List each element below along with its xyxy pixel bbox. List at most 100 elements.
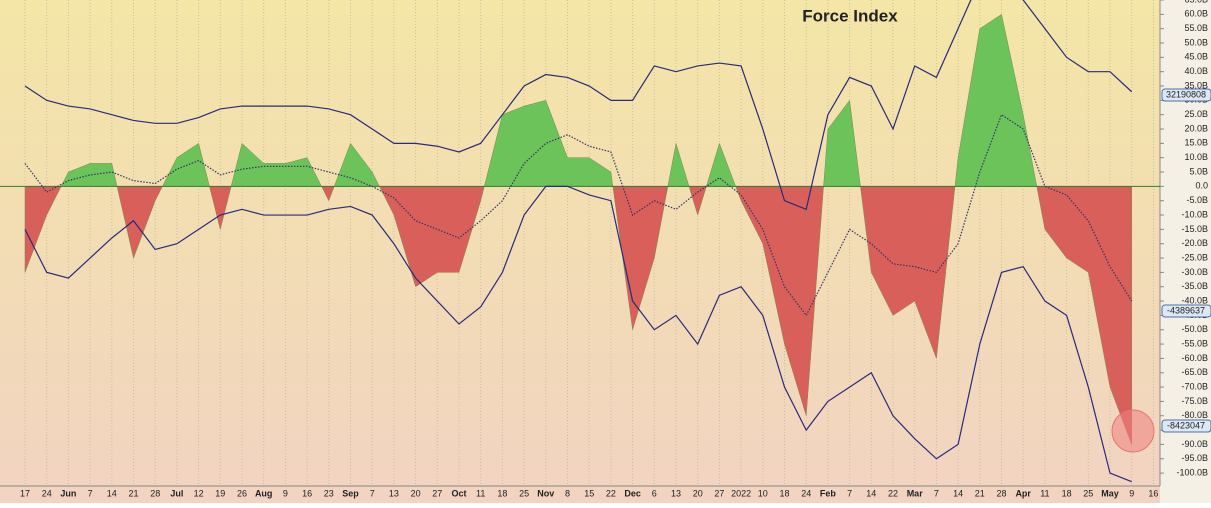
y-tick-label: -70.0B xyxy=(1181,381,1208,391)
x-tick-label: Sep xyxy=(342,488,359,498)
x-tick-label: Jul xyxy=(170,488,183,498)
y-tick-label: -25.0B xyxy=(1181,252,1208,262)
y-tick-label: -5.0B xyxy=(1186,195,1208,205)
marks xyxy=(0,0,1160,483)
x-tick-label: 24 xyxy=(801,488,811,498)
labels: 65.0B60.0B55.0B50.0B45.0B40.0B35.0B30.0B… xyxy=(20,0,1211,498)
axis-panel xyxy=(1160,0,1211,503)
x-tick-label: 13 xyxy=(389,488,399,498)
y-tick-label: 0.0 xyxy=(1195,181,1208,191)
x-tick-label: 12 xyxy=(194,488,204,498)
x-tick-label: 16 xyxy=(302,488,312,498)
y-tick-label: 35.0B xyxy=(1184,80,1208,90)
y-tick-label: -10.0B xyxy=(1181,209,1208,219)
x-tick-label: Apr xyxy=(1015,488,1031,498)
y-tick-label: -35.0B xyxy=(1181,281,1208,291)
x-tick-label: 11 xyxy=(1040,488,1049,498)
x-tick-label: 19 xyxy=(215,488,225,498)
value-box xyxy=(1161,419,1211,433)
y-tick-label: 55.0B xyxy=(1184,23,1208,33)
x-tick-label: 7 xyxy=(370,488,375,498)
y-tick-label: -30.0B xyxy=(1181,267,1208,277)
x-tick-label: 9 xyxy=(283,488,288,498)
y-tick-label: -80.0B xyxy=(1181,410,1208,420)
x-tick-label: Nov xyxy=(537,488,554,498)
y-tick-label: -90.0B xyxy=(1181,439,1208,449)
x-tick-label: 18 xyxy=(1062,488,1072,498)
value-label: -4389637 xyxy=(1167,305,1205,315)
x-tick-label: 20 xyxy=(411,488,421,498)
x-tick-label: 18 xyxy=(779,488,789,498)
highlight-circle xyxy=(1111,409,1155,453)
y-tick-label: -15.0B xyxy=(1181,224,1208,234)
x-tick-label: 23 xyxy=(324,488,334,498)
y-tick-label: -50.0B xyxy=(1181,324,1208,334)
x-tick-label: 21 xyxy=(975,488,985,498)
x-tick-label: 7 xyxy=(88,488,93,498)
x-tick-label: 25 xyxy=(519,488,529,498)
x-tick-label: 10 xyxy=(758,488,768,498)
y-tick-label: 60.0B xyxy=(1184,9,1208,19)
y-tick-label: 20.0B xyxy=(1184,123,1208,133)
x-tick-label: 20 xyxy=(693,488,703,498)
x-tick-label: 14 xyxy=(866,488,876,498)
value-box xyxy=(1161,304,1211,318)
force-area xyxy=(24,13,1132,445)
y-tick-label: 5.0B xyxy=(1189,166,1208,176)
x-tick-label: 11 xyxy=(476,488,485,498)
x-tick-label: Jun xyxy=(60,488,76,498)
x-tick-label: 27 xyxy=(714,488,724,498)
y-tick-label: 50.0B xyxy=(1184,37,1208,47)
x-tick-label: 7 xyxy=(847,488,852,498)
y-tick-label: 65.0B xyxy=(1184,0,1208,4)
x-tick-label: Feb xyxy=(820,488,837,498)
y-tick-label: 10.0B xyxy=(1184,152,1208,162)
x-tick-label: 14 xyxy=(107,488,117,498)
x-tick-label: 25 xyxy=(1083,488,1093,498)
y-tick-label: -60.0B xyxy=(1181,353,1208,363)
x-tick-label: 21 xyxy=(128,488,138,498)
y-tick-label: -95.0B xyxy=(1181,453,1208,463)
x-tick-label: 8 xyxy=(565,488,570,498)
x-tick-label: Oct xyxy=(451,488,466,498)
line xyxy=(24,0,1133,211)
line xyxy=(24,185,1132,483)
value-label: 32190808 xyxy=(1166,89,1206,99)
y-tick-label: -65.0B xyxy=(1181,367,1208,377)
y-tick-label: 25.0B xyxy=(1184,109,1208,119)
x-tick-label: 13 xyxy=(671,488,681,498)
x-tick-label: 2022 xyxy=(731,488,751,498)
x-tick-label: Dec xyxy=(624,488,641,498)
x-tick-label: 16 xyxy=(1148,488,1158,498)
x-tick-label: 15 xyxy=(584,488,594,498)
y-tick-label: -75.0B xyxy=(1181,396,1208,406)
x-tick-label: 14 xyxy=(953,488,963,498)
x-tick-label: 28 xyxy=(150,488,160,498)
value-label: -8423047 xyxy=(1167,420,1205,430)
x-tick-label: 18 xyxy=(497,488,507,498)
y-tick-label: -20.0B xyxy=(1181,238,1208,248)
x-tick-label: May xyxy=(1101,488,1119,498)
x-tick-label: Aug xyxy=(255,488,273,498)
x-tick-label: 22 xyxy=(606,488,616,498)
y-tick-label: 45.0B xyxy=(1184,52,1208,62)
x-tick-label: 6 xyxy=(652,488,657,498)
x-tick-label: 26 xyxy=(237,488,247,498)
y-tick-label: -100.0B xyxy=(1176,467,1208,477)
x-tick-label: 24 xyxy=(42,488,52,498)
x-tick-label: 7 xyxy=(934,488,939,498)
x-tick-label: 22 xyxy=(888,488,898,498)
y-tick-label: -40.0B xyxy=(1181,295,1208,305)
x-tick-label: 27 xyxy=(432,488,442,498)
x-tick-label: 9 xyxy=(1129,488,1134,498)
chart-title: Force Index xyxy=(802,6,898,25)
y-tick-label: 40.0B xyxy=(1184,66,1208,76)
x-tick-label: 28 xyxy=(996,488,1006,498)
line xyxy=(24,113,1133,317)
x-tick-label: Mar xyxy=(907,488,924,498)
y-tick-label: 15.0B xyxy=(1184,138,1208,148)
x-tick-label: 17 xyxy=(20,488,30,498)
value-box xyxy=(1161,88,1211,102)
